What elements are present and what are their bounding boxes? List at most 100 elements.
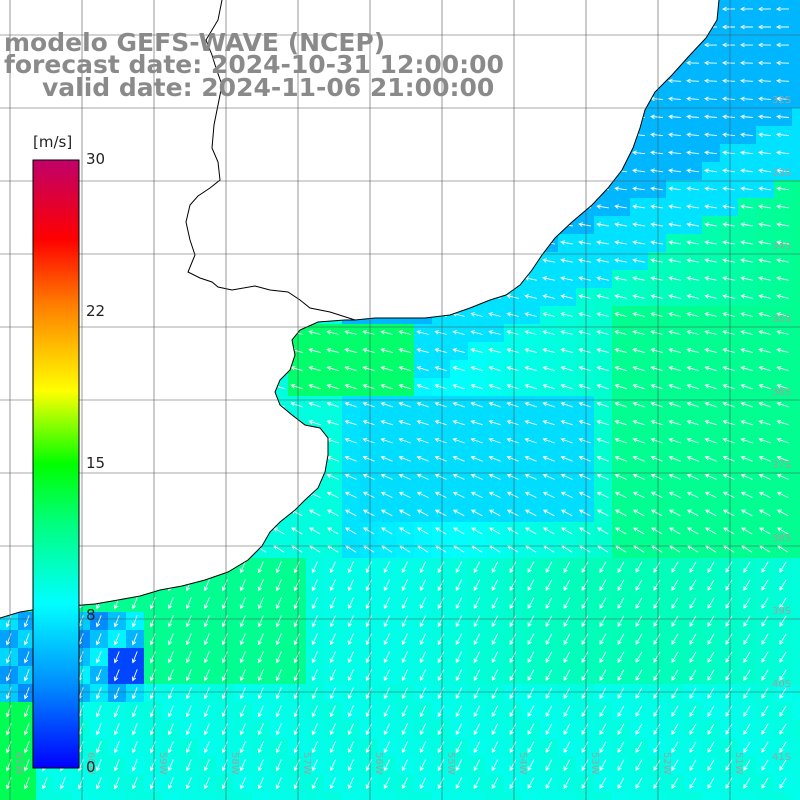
wind-arrow — [167, 651, 174, 664]
wind-arrow — [758, 186, 771, 191]
wind-arrow — [2, 114, 16, 120]
wind-cell — [180, 540, 199, 559]
wind-cell — [414, 144, 433, 163]
wind-cell — [108, 342, 127, 361]
wind-cell — [90, 108, 109, 127]
wind-arrow — [578, 473, 591, 480]
wind-arrow — [416, 222, 429, 227]
wind-cell — [450, 162, 469, 181]
wind-arrow — [578, 222, 591, 227]
wind-arrow — [560, 509, 573, 517]
wind-arrow — [506, 24, 519, 30]
wind-cell — [486, 144, 505, 163]
wind-arrow — [650, 186, 663, 191]
wind-cell — [234, 792, 253, 800]
wind-arrow — [596, 294, 609, 299]
wind-arrow — [632, 419, 645, 426]
wind-cell — [180, 162, 199, 181]
wind-cell — [234, 270, 253, 289]
wind-arrow — [455, 597, 463, 610]
wind-arrow — [290, 276, 303, 281]
wind-arrow — [254, 509, 267, 517]
wind-cell — [792, 450, 800, 469]
wind-cell — [504, 234, 523, 253]
wind-cell — [144, 396, 163, 415]
wind-arrow — [344, 437, 357, 444]
wind-cell — [774, 792, 793, 800]
wind-arrow — [722, 78, 736, 84]
wind-cell — [108, 414, 127, 433]
wind-arrow — [344, 6, 358, 12]
wind-arrow — [509, 777, 517, 790]
wind-cell — [792, 432, 800, 451]
wind-arrow — [506, 78, 520, 84]
wind-arrow — [776, 204, 789, 209]
wind-arrow — [506, 401, 519, 408]
wind-arrow — [110, 222, 123, 227]
wind-cell — [360, 216, 379, 235]
wind-arrow — [527, 723, 535, 736]
wind-arrow — [290, 455, 303, 462]
wind-cell — [18, 0, 37, 19]
wind-cell — [324, 234, 343, 253]
wind-cell — [234, 342, 253, 361]
wind-arrow — [128, 527, 141, 535]
wind-arrow — [344, 294, 357, 299]
wind-arrow — [164, 150, 178, 155]
wind-arrow — [509, 615, 517, 628]
wind-cell — [522, 792, 541, 800]
wind-arrow — [761, 651, 769, 663]
wind-arrow — [165, 545, 177, 553]
wind-cell — [360, 234, 379, 253]
wind-cell — [216, 468, 235, 487]
wind-arrow — [239, 651, 246, 664]
wind-arrow — [2, 509, 15, 517]
wind-arrow — [455, 741, 463, 754]
wind-arrow — [326, 294, 339, 299]
wind-cell — [0, 234, 19, 253]
wind-cell — [288, 144, 307, 163]
wind-arrow — [704, 60, 718, 66]
wind-cell — [666, 0, 685, 19]
wind-arrow — [776, 258, 789, 263]
wind-cell — [414, 108, 433, 127]
wind-arrow — [650, 455, 663, 462]
wind-arrow — [95, 759, 102, 772]
wind-arrow — [704, 204, 717, 209]
wind-cell — [144, 252, 163, 271]
wind-cell — [594, 144, 613, 163]
wind-arrow — [668, 419, 681, 426]
wind-arrow — [308, 276, 321, 281]
wind-arrow — [272, 168, 286, 173]
wind-arrow — [740, 348, 753, 354]
wind-cell — [486, 162, 505, 181]
wind-arrow — [5, 597, 12, 610]
wind-cell — [216, 216, 235, 235]
wind-arrow — [725, 651, 733, 664]
wind-arrow — [398, 401, 411, 408]
wind-arrow — [2, 401, 15, 408]
wind-arrow — [740, 419, 753, 426]
wind-arrow — [722, 455, 735, 462]
wind-arrow — [650, 150, 664, 155]
wind-cell — [792, 396, 800, 415]
colorbar-tick-8: 8 — [86, 606, 96, 624]
wind-arrow — [578, 168, 592, 173]
wind-arrow — [416, 240, 429, 245]
wind-cell — [108, 198, 127, 217]
wind-arrow — [473, 633, 481, 646]
wind-arrow — [434, 114, 448, 120]
wind-arrow — [344, 348, 357, 354]
wind-arrow — [668, 509, 681, 517]
wind-arrow — [329, 561, 336, 574]
wind-arrow — [128, 276, 141, 281]
wind-cell — [162, 558, 181, 577]
wind-arrow — [488, 150, 502, 155]
wind-cell — [396, 180, 415, 199]
wind-arrow — [20, 455, 33, 462]
wind-arrow — [776, 6, 790, 12]
wind-arrow — [164, 294, 177, 299]
wind-cell — [792, 468, 800, 487]
wind-arrow — [95, 723, 102, 736]
wind-cell — [252, 432, 271, 451]
